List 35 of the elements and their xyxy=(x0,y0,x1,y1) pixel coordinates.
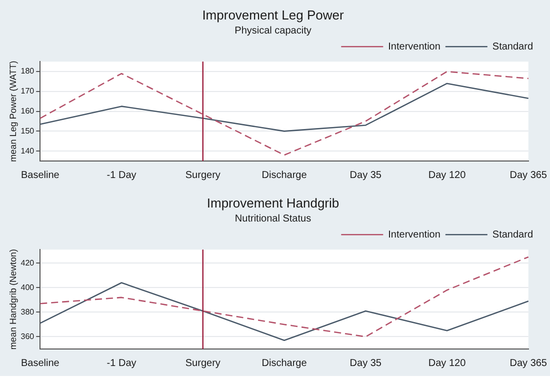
x-tick-label: Day 35 xyxy=(350,358,382,369)
legend-label: Standard xyxy=(492,229,534,240)
y-axis-title: mean Leg Power (WATT) xyxy=(8,60,18,162)
y-tick-label: 360 xyxy=(20,332,35,341)
y-tick-label: 400 xyxy=(20,282,35,292)
y-tick-label: 180 xyxy=(20,66,35,76)
x-tick-label: Baseline xyxy=(20,358,60,369)
x-tick-label: Surgery xyxy=(185,170,220,181)
y-tick-label: 170 xyxy=(20,86,35,96)
chart-title: Improvement Handgrib xyxy=(206,195,340,210)
chart-subtitle: Physical capacity xyxy=(234,25,312,36)
chart-subtitle: Nutritional Status xyxy=(234,213,312,224)
x-tick-label: -1 Day xyxy=(106,170,136,181)
x-tick-label: Discharge xyxy=(262,170,308,181)
x-tick-label: Day 120 xyxy=(428,170,466,181)
y-tick-label: 150 xyxy=(20,126,35,136)
x-tick-label: Surgery xyxy=(185,358,220,369)
legend-label: Intervention xyxy=(388,41,440,52)
x-tick-label: Day 35 xyxy=(350,170,382,181)
y-tick-label: 160 xyxy=(20,106,35,116)
chart-title: Improvement Leg Power xyxy=(202,7,344,22)
legend-label: Intervention xyxy=(388,229,440,240)
x-tick-label: Baseline xyxy=(20,170,60,181)
y-tick-label: 420 xyxy=(20,258,35,268)
y-tick-label: 140 xyxy=(20,146,35,156)
x-tick-label: Day 365 xyxy=(510,170,548,181)
x-tick-label: Day 365 xyxy=(510,358,548,369)
y-tick-label: 380 xyxy=(20,307,35,316)
line-series xyxy=(40,256,530,338)
x-tick-label: -1 Day xyxy=(106,358,136,369)
x-tick-label: Day 120 xyxy=(428,358,466,369)
x-tick-label: Discharge xyxy=(262,358,308,369)
y-axis-title: mean Handgrib (Newton) xyxy=(8,249,18,350)
line-series xyxy=(40,70,530,156)
legend-label: Standard xyxy=(492,41,534,52)
